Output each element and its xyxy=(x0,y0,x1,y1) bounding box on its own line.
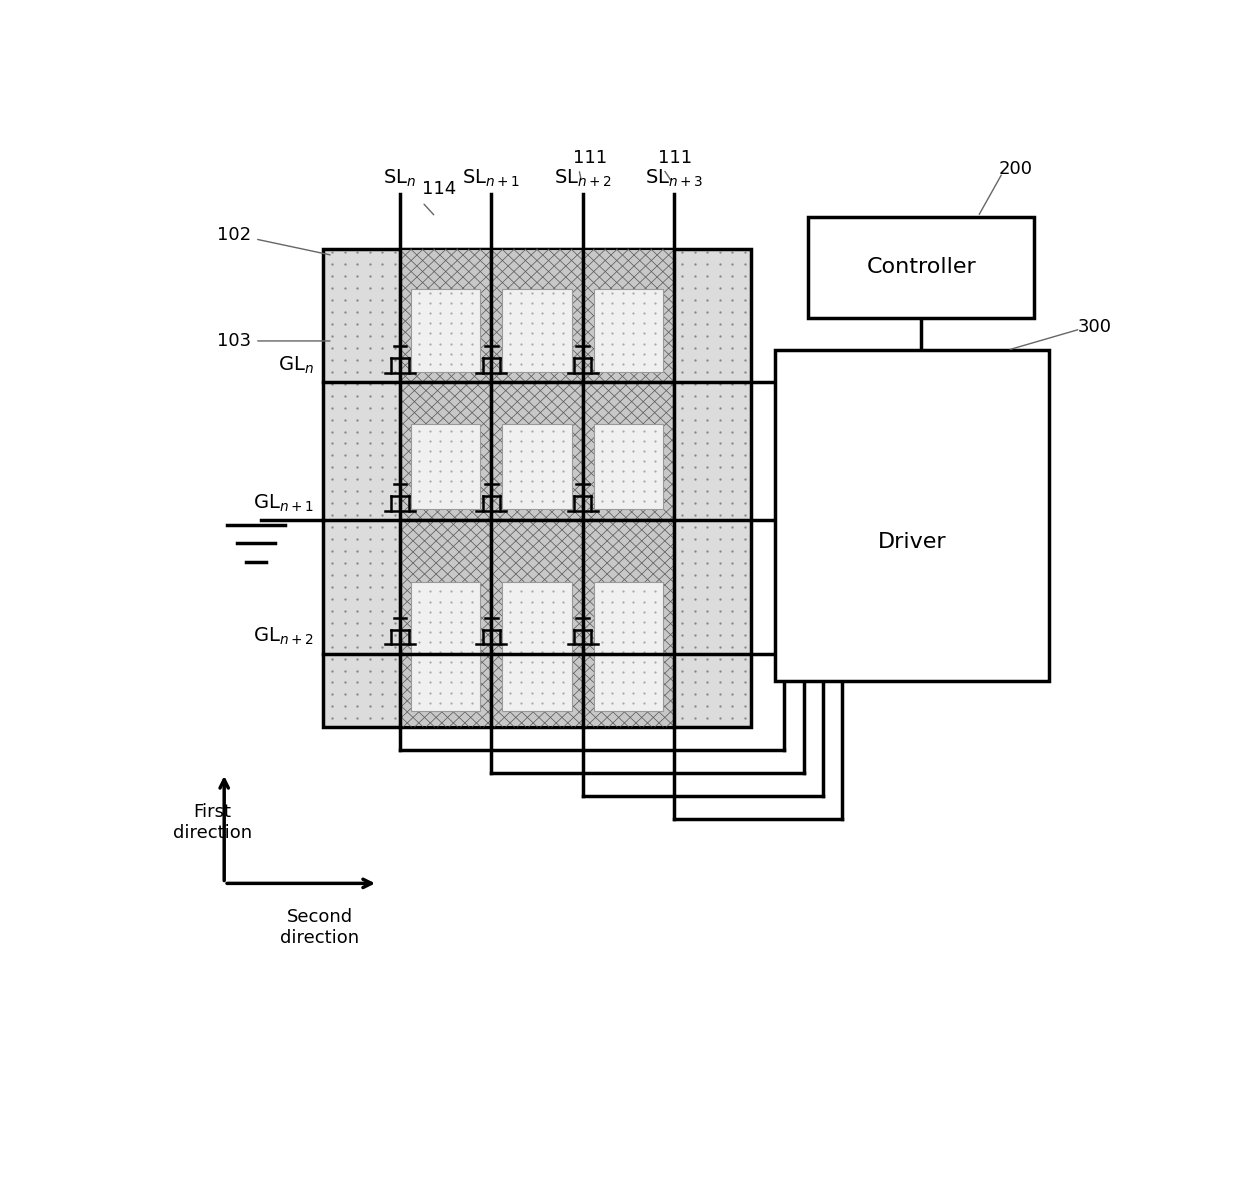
Bar xyxy=(583,250,675,382)
Text: 103: 103 xyxy=(217,332,250,350)
Bar xyxy=(502,289,572,371)
Text: SL$_n$: SL$_n$ xyxy=(383,168,417,189)
Bar xyxy=(502,583,572,710)
Bar xyxy=(491,521,583,727)
Text: 111: 111 xyxy=(657,149,692,167)
Bar xyxy=(491,250,583,382)
Bar xyxy=(324,250,750,727)
Bar xyxy=(491,382,583,521)
Bar xyxy=(401,250,491,382)
Text: 300: 300 xyxy=(1078,318,1111,337)
Bar xyxy=(410,583,480,710)
Text: SL$_{n+3}$: SL$_{n+3}$ xyxy=(645,168,703,189)
Bar xyxy=(583,521,675,727)
Text: SL$_{n+1}$: SL$_{n+1}$ xyxy=(463,168,521,189)
Bar xyxy=(410,289,480,371)
Text: Second
direction: Second direction xyxy=(280,909,360,947)
Bar xyxy=(594,424,663,509)
Text: GL$_n$: GL$_n$ xyxy=(278,355,314,376)
Bar xyxy=(594,583,663,710)
Text: Controller: Controller xyxy=(867,258,976,277)
Bar xyxy=(502,424,572,509)
Text: 114: 114 xyxy=(422,180,456,198)
Text: SL$_{n+2}$: SL$_{n+2}$ xyxy=(553,168,611,189)
Bar xyxy=(583,382,675,521)
Bar xyxy=(808,217,1034,318)
Text: GL$_{n+1}$: GL$_{n+1}$ xyxy=(253,492,314,513)
Text: GL$_{n+2}$: GL$_{n+2}$ xyxy=(253,626,314,647)
Bar xyxy=(401,382,491,521)
Text: Driver: Driver xyxy=(878,533,946,552)
Text: 102: 102 xyxy=(217,226,250,245)
Text: 111: 111 xyxy=(573,149,608,167)
Bar xyxy=(594,289,663,371)
Bar xyxy=(401,521,491,727)
Text: First
direction: First direction xyxy=(174,804,252,842)
Bar xyxy=(410,424,480,509)
Text: 200: 200 xyxy=(998,160,1033,178)
Bar xyxy=(775,350,1049,681)
